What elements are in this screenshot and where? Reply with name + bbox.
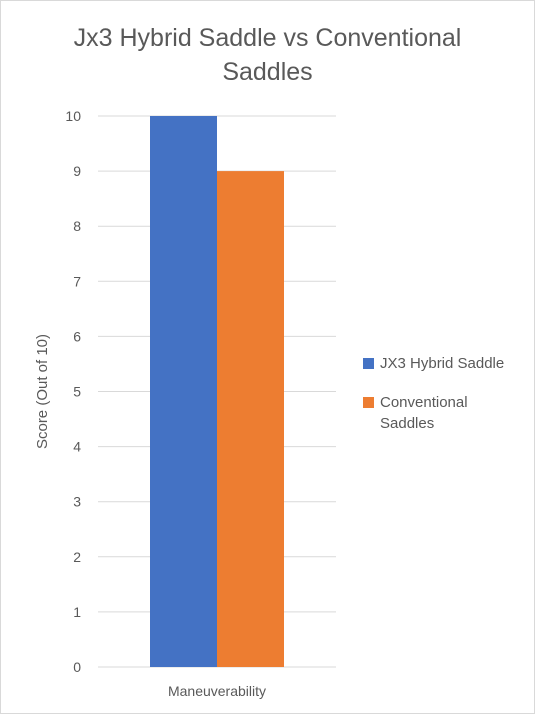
y-tick-label: 0 [73, 659, 81, 675]
y-tick-label: 6 [73, 328, 81, 344]
y-tick-label: 7 [73, 273, 81, 289]
y-axis-label: Score (Out of 10) [34, 334, 51, 449]
legend-swatch-jx3 [363, 358, 374, 369]
axes: 0 1 2 3 4 5 6 7 8 9 10 Maneuverability [65, 108, 266, 699]
legend-item-conventional: Conventional Saddles [363, 392, 523, 434]
chart-title-line-2: Saddles [222, 58, 313, 86]
legend-label-conventional-line-1: Conventional [380, 394, 468, 411]
legend-label-conventional-line-2: Saddles [380, 415, 435, 432]
y-tick-label: 2 [73, 549, 81, 565]
legend-label-jx3: JX3 Hybrid Saddle [380, 355, 505, 372]
chart-title: Jx3 Hybrid Saddle vs Conventional Saddle… [1, 21, 534, 89]
y-tick-label: 4 [73, 439, 81, 455]
y-tick-label: 1 [73, 604, 81, 620]
legend-swatch-conventional [363, 397, 374, 408]
bar-conventional-saddles [217, 171, 284, 667]
y-tick-label: 3 [73, 494, 81, 510]
chart-title-line-1: Jx3 Hybrid Saddle vs Conventional [73, 24, 462, 52]
x-tick-label: Maneuverability [168, 683, 266, 699]
bars [150, 116, 284, 667]
y-tick-label: 5 [73, 384, 81, 400]
bar-jx3-hybrid-saddle [150, 116, 217, 667]
legend: JX3 Hybrid Saddle Conventional Saddles [363, 353, 523, 452]
legend-item-jx3: JX3 Hybrid Saddle [363, 353, 523, 374]
y-tick-label: 9 [73, 163, 81, 179]
y-tick-label: 10 [65, 108, 81, 124]
y-tick-label: 8 [73, 218, 81, 234]
